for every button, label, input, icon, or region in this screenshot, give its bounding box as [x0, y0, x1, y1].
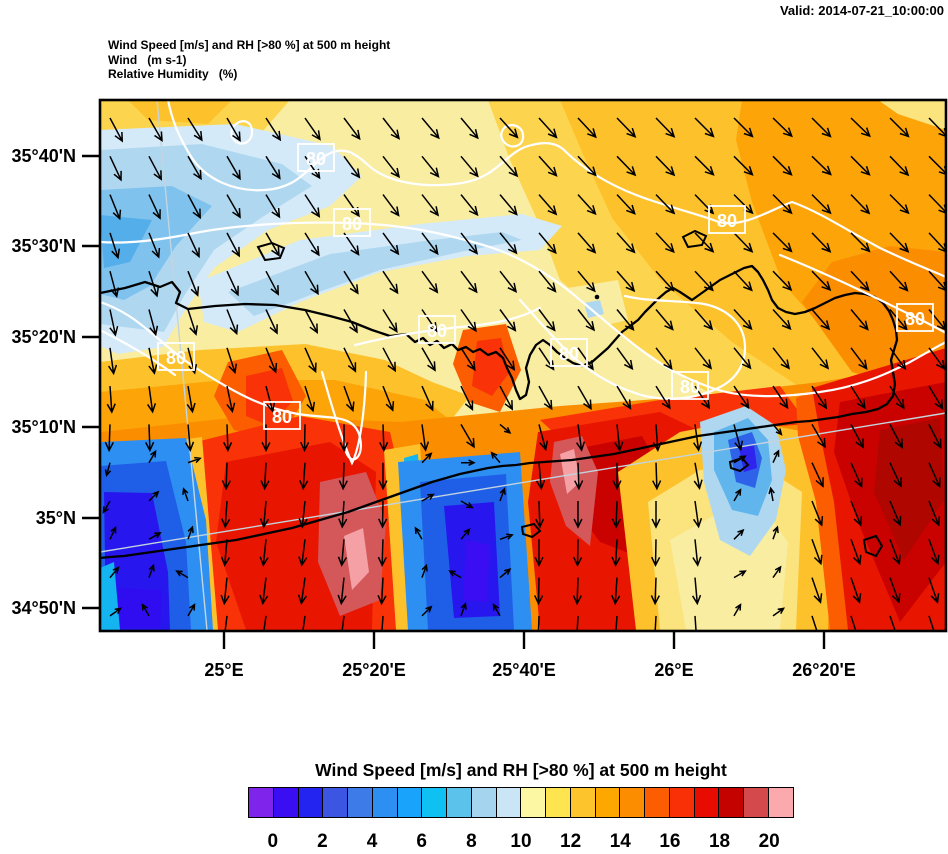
colorbar-cell — [248, 787, 275, 818]
colorbar-tick-label: 12 — [560, 831, 582, 852]
plot-title-line2: Wind (m s-1) — [108, 52, 187, 67]
map-field: 80 80 80 80 80 80 80 80 80 — [100, 100, 946, 631]
colorbar-tick-label: 8 — [466, 831, 477, 852]
colorbar-cell — [718, 787, 745, 818]
colorbar-tick-label: 2 — [317, 831, 328, 852]
colorbar-cell — [520, 787, 547, 818]
svg-text:80: 80 — [427, 321, 447, 341]
axis-ticks-and-labels: 25°E 25°20'E 25°40'E 26°E 26°20'E 35°40'N 35°3… — [11, 146, 855, 680]
colorbar-cell — [421, 787, 448, 818]
colorbar-tick-label: 4 — [366, 831, 378, 852]
svg-text:34°50'N: 34°50'N — [11, 598, 76, 618]
svg-text:26°E: 26°E — [654, 660, 693, 680]
rh-contour-labels: 80 80 80 80 80 80 80 80 80 — [157, 143, 934, 430]
plot-title-line3: Relative Humidity (%) — [108, 67, 238, 81]
svg-text:26°20'E: 26°20'E — [792, 660, 856, 680]
colorbar-tick-label: 6 — [416, 831, 428, 852]
colorbar-cell — [396, 787, 423, 818]
colorbar-cell — [619, 787, 646, 818]
colorbar-cell — [446, 787, 473, 818]
colorbar-cell — [743, 787, 770, 818]
svg-text:80: 80 — [559, 344, 579, 364]
colorbar-cell — [371, 787, 399, 818]
colorbar-cell — [644, 787, 671, 818]
colorbar-cell — [693, 787, 720, 818]
colorbar-cell — [569, 787, 597, 818]
svg-text:80: 80 — [905, 309, 925, 329]
svg-text:80: 80 — [680, 377, 700, 397]
svg-text:25°40'E: 25°40'E — [492, 660, 556, 680]
colorbar-cell — [545, 787, 572, 818]
map-plot: 80 80 80 80 80 80 80 80 80 25°E 25°20'E 25°40'E 26°E… — [11, 98, 948, 680]
colorbar-tick-label: 0 — [267, 831, 279, 852]
colorbar — [248, 787, 795, 818]
svg-text:80: 80 — [306, 149, 326, 169]
plot-title-line1: Wind Speed [m/s] and RH [>80 %] at 500 m… — [108, 38, 391, 52]
colorbar-cell — [297, 787, 324, 818]
colorbar-cell — [495, 787, 522, 818]
valid-time-label: Valid: 2014-07-21_10:00:00 — [779, 3, 944, 18]
svg-text:35°10'N: 35°10'N — [11, 417, 76, 437]
svg-text:80: 80 — [272, 407, 292, 427]
svg-text:35°40'N: 35°40'N — [11, 146, 76, 166]
colorbar-cell — [767, 787, 795, 818]
colorbar-cell — [272, 787, 300, 818]
svg-text:25°20'E: 25°20'E — [342, 660, 406, 680]
plot-title-block: Wind Speed [m/s] and RH [>80 %] at 500 m… — [108, 38, 390, 82]
colorbar-tick-label: 18 — [708, 831, 731, 852]
colorbar-cell — [470, 787, 498, 818]
svg-text:35°20'N: 35°20'N — [11, 327, 76, 347]
colorbar-cell — [347, 787, 374, 818]
wind-vector-arrows — [102, 117, 946, 631]
svg-text:80: 80 — [342, 214, 362, 234]
colorbar-cell — [668, 787, 696, 818]
colorbar-tick-label: 14 — [609, 831, 631, 852]
svg-text:80: 80 — [717, 211, 737, 231]
colorbar-cell — [322, 787, 349, 818]
colorbar-tick-label: 20 — [758, 831, 780, 852]
svg-text:35°N: 35°N — [36, 508, 76, 528]
coastline — [100, 229, 899, 560]
svg-text:25°E: 25°E — [204, 660, 243, 680]
rh-80-contours — [100, 100, 946, 466]
nested-domain-boundary-lines — [100, 100, 946, 631]
svg-text:80: 80 — [166, 348, 186, 368]
legend-title: Wind Speed [m/s] and RH [>80 %] at 500 m… — [315, 760, 727, 780]
colorbar-tick-label: 16 — [659, 831, 681, 852]
colorbar-tick-label: 10 — [510, 831, 532, 852]
colorbar-cell — [594, 787, 621, 818]
svg-text:35°30'N: 35°30'N — [11, 236, 76, 256]
